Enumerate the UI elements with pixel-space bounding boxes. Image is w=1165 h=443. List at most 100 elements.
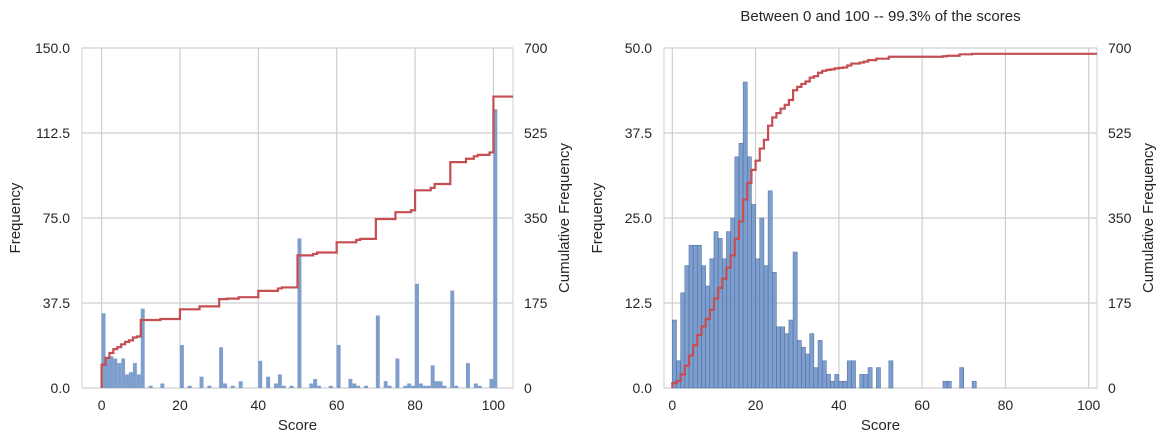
histogram-bar [438,381,443,388]
histogram-bar [842,380,848,389]
y-tick-label: 75.0 [43,210,70,226]
x-tick-label: 40 [251,397,267,413]
histogram-bar [407,383,412,388]
histogram-bar [813,367,819,389]
histogram-bar [738,142,744,389]
histogram-bar [672,319,677,389]
y2-tick-label: 350 [524,210,548,226]
histogram-bar [129,372,133,388]
histogram-bar [403,385,408,388]
histogram-bar [434,381,439,388]
histogram-bar [160,383,165,388]
histogram-bar [422,385,427,388]
histogram-bar [692,244,698,389]
histogram-bar [238,381,243,388]
histogram-bar [755,258,761,389]
cumulative-frequency-line [100,95,513,388]
histogram-bar [411,385,416,388]
histogram-bar [772,272,777,389]
histogram-bar [863,374,869,389]
x-tick-label: 100 [482,397,506,413]
histogram-bar [454,385,459,388]
histogram-bar [364,385,369,388]
histogram-bar [838,380,844,389]
histogram-bar [187,385,192,388]
histogram-bar [888,360,894,389]
histogram-bar [230,385,235,388]
panel-0-to-100: 0 20 40 60 80 100 0.0 12.5 25.0 37.5 50.0 0 175 350 52… [589,8,1157,434]
histogram-bar [352,383,357,388]
histogram-bar [792,251,798,389]
histogram-bar [784,333,790,389]
histogram-bar [140,308,145,388]
histogram-bar [734,156,740,389]
histogram-bar [199,376,204,388]
histogram-bar [207,385,212,388]
histogram-bar [759,217,765,389]
x-tick-label: 0 [98,397,106,413]
x-tick-label: 0 [668,397,676,413]
histogram-bar [717,238,723,389]
histogram-bar [942,380,948,389]
histogram-bar [876,367,881,389]
histogram-bar [383,381,388,388]
histogram-bar [148,385,153,388]
histogram-bar [277,374,282,388]
histogram-bar [971,380,977,389]
histogram-bar [415,283,419,388]
histogram-bar [788,319,794,389]
histogram-bar [851,360,856,389]
histogram-bar [493,109,498,388]
histogram-bar [780,326,785,389]
histogram-bar [767,190,773,389]
panel-all-scores: 0 20 40 60 80 100 0.0 37.5 75.0 112.5 150.0 0 175 350… [7,40,573,434]
histogram-bar [356,385,361,388]
histogram-bar [121,358,126,388]
histogram-bar [101,313,106,388]
y-tick-label: 50.0 [625,40,652,56]
histogram-bar [442,385,447,388]
x-axis-label: Score [278,417,317,434]
histogram-bar [796,340,802,389]
histogram-bar [179,344,184,388]
x-tick-label: 20 [748,397,764,413]
histogram-bar [317,385,322,388]
histogram-bar [489,378,494,388]
histogram-bar [132,363,137,388]
histogram-bar [309,383,314,388]
histogram-bar [697,244,702,389]
histogram-bar [805,353,810,389]
y2-tick-label: 525 [524,125,548,141]
histogram-bar [109,356,114,388]
histogram-bar [817,340,823,389]
histogram-bar [113,358,118,388]
histogram-bar [375,315,380,388]
cumulative-frequency-line [671,52,1097,388]
x-tick-label: 60 [329,397,345,413]
histogram-bar [219,347,224,388]
histogram-bar [751,204,756,389]
y2-tick-label: 175 [524,295,548,311]
histogram-bar [809,333,815,389]
histogram-bar [946,380,952,389]
y-axis-label: Frequency [7,182,24,253]
histogram-bar [763,265,769,389]
y2-tick-label: 350 [1108,210,1132,226]
y2-tick-label: 0 [1108,380,1116,396]
x-tick-label: 60 [914,397,930,413]
y-tick-label: 150.0 [35,40,70,56]
histogram-bar [266,376,271,388]
histogram-bar [105,358,110,388]
histogram-bar [258,360,263,388]
histogram-bar [136,374,141,388]
histogram-bar [125,374,130,388]
y2-tick-label: 700 [524,40,548,56]
chart-title: Between 0 and 100 -- 99.3% of the scores [740,8,1020,25]
histogram-bar [450,290,455,388]
x-tick-label: 80 [407,397,423,413]
histogram-bar [426,385,431,388]
x-tick-label: 40 [831,397,847,413]
histogram-bar [830,380,835,389]
y-tick-label: 0.0 [633,380,653,396]
